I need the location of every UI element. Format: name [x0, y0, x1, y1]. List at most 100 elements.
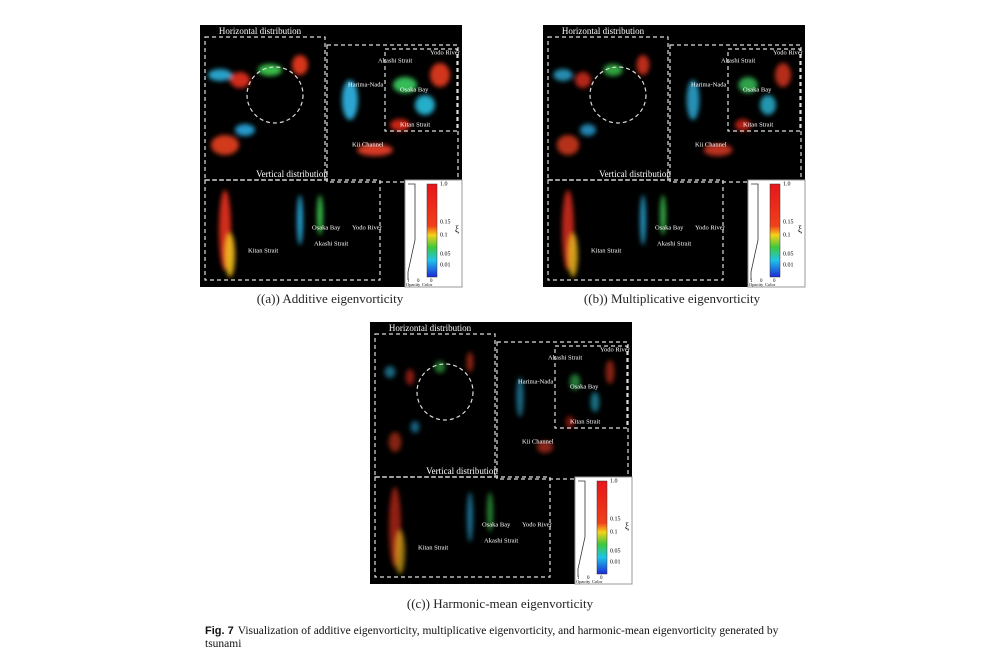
- colorbar-symbol: ξ: [455, 224, 459, 234]
- map-inset-box: [554, 345, 628, 429]
- map-label: Osaka Bay: [400, 86, 429, 93]
- vorticity-blob: [466, 352, 474, 372]
- vertical-label: Kitan Strait: [591, 247, 621, 254]
- map-label: Kii Channel: [695, 141, 727, 148]
- vorticity-blob: [775, 63, 791, 87]
- vorticity-blob: [390, 119, 410, 131]
- color-tick: 0: [773, 279, 776, 284]
- vorticity-blob: [738, 77, 758, 93]
- figure: Horizontal distribution Vertical distribu…: [200, 25, 806, 611]
- opacity-tick: 0: [417, 279, 420, 284]
- vorticity-blob: [556, 135, 580, 155]
- vorticity-blob: [590, 392, 600, 412]
- map-box: [326, 44, 459, 183]
- opacity-curve: [750, 183, 759, 280]
- vorticity-blob: [636, 55, 650, 75]
- figure-caption-text: Visualization of additive eigenvorticity…: [205, 625, 779, 650]
- vorticity-blob: [258, 64, 282, 76]
- vorticity-blob: [735, 119, 751, 131]
- vorticity-column: [225, 233, 235, 277]
- map-label: Akashi Strait: [548, 354, 582, 361]
- opacity-tick: 1: [750, 279, 753, 284]
- horizontal-title: Horizontal distribution: [389, 323, 472, 333]
- map-label: Kii Channel: [522, 438, 554, 445]
- vertical-box: [374, 476, 551, 578]
- vorticity-column: [297, 195, 303, 245]
- colorbar-tick: 1.0: [610, 478, 618, 484]
- colorbar-tick: 0.1: [610, 529, 618, 535]
- zoom-circle: [416, 363, 474, 421]
- vertical-box: [204, 179, 381, 281]
- vorticity-blob: [605, 360, 615, 384]
- map-label: Osaka Bay: [570, 383, 599, 390]
- vorticity-blob: [434, 361, 446, 373]
- opacity-tick: 1: [577, 576, 580, 581]
- map-label: Kii Channel: [352, 141, 384, 148]
- map-label: Osaka Bay: [743, 86, 772, 93]
- panel-caption: ((b)) Multiplicative eigenvorticity: [584, 291, 761, 306]
- zoom-circle: [589, 66, 647, 124]
- opacity-tick: 0: [760, 279, 763, 284]
- colorbar-gradient: [769, 183, 781, 278]
- vertical-title: Vertical distribution: [599, 169, 671, 179]
- map-box: [496, 341, 629, 480]
- vorticity-blob: [536, 441, 554, 453]
- vorticity-blob: [208, 69, 232, 81]
- colorbar-tick: 0.01: [610, 559, 621, 565]
- colorbar-symbol: ξ: [798, 224, 802, 234]
- color-tick: 0: [600, 576, 603, 581]
- color-label: Color: [765, 282, 776, 287]
- opacity-curve: [407, 183, 416, 280]
- vertical-label: Osaka Bay: [312, 224, 341, 231]
- opacity-curve: [577, 480, 586, 577]
- vertical-label: Akashi Strait: [314, 240, 348, 247]
- colorbar-gradient: [426, 183, 438, 278]
- map-label: Yodo River: [600, 346, 631, 353]
- vorticity-blob: [211, 135, 239, 155]
- color-tick: 0: [430, 279, 433, 284]
- vorticity-blob: [342, 80, 358, 120]
- vertical-label: Kitan Strait: [418, 544, 448, 551]
- colorbar-tick: 0.05: [610, 548, 621, 554]
- vorticity-blob: [384, 366, 396, 378]
- vertical-label: Akashi Strait: [657, 240, 691, 247]
- zoom-circle: [246, 66, 304, 124]
- vorticity-blob: [516, 377, 524, 417]
- vorticity-column: [487, 492, 493, 532]
- map-label: Kitan Strait: [400, 121, 430, 128]
- opacity-label: Opacity: [406, 282, 421, 287]
- vorticity-column: [660, 195, 666, 235]
- map-inset-box: [384, 48, 458, 132]
- color-label: Color: [592, 579, 603, 584]
- vorticity-blob: [553, 69, 573, 81]
- horizontal-title: Horizontal distribution: [562, 26, 645, 36]
- vorticity-blob: [415, 95, 435, 115]
- colorbar-tick: 0.15: [440, 219, 451, 225]
- vorticity-column: [395, 530, 405, 574]
- vorticity-blob: [703, 144, 733, 156]
- colorbar-tick: 0.05: [783, 251, 794, 257]
- vorticity-blob: [405, 369, 415, 385]
- vertical-label: Akashi Strait: [484, 537, 518, 544]
- vorticity-blob: [760, 95, 776, 115]
- vertical-box: [547, 179, 724, 281]
- panel: Horizontal distribution Vertical distribu…: [370, 322, 633, 585]
- opacity-label: Opacity: [749, 282, 764, 287]
- colorbar-tick: 0.15: [783, 219, 794, 225]
- horizontal-title: Horizontal distribution: [219, 26, 302, 36]
- map-box: [669, 44, 802, 183]
- map-label: Yodo River: [430, 49, 461, 56]
- vorticity-blob: [565, 416, 575, 428]
- vorticity-blob: [430, 63, 450, 87]
- vorticity-blob: [292, 55, 308, 75]
- vorticity-blob: [575, 72, 591, 88]
- colorbar-tick: 0.01: [783, 262, 794, 268]
- vorticity-blob: [357, 144, 393, 156]
- colorbar-symbol: ξ: [625, 521, 629, 531]
- panel-caption: ((c)) Harmonic-mean eigenvorticity: [407, 596, 594, 611]
- colorbar-tick: 1.0: [440, 181, 448, 187]
- vertical-label: Yodo River: [522, 521, 553, 528]
- vorticity-blob: [569, 374, 581, 390]
- vorticity-blob: [230, 72, 250, 88]
